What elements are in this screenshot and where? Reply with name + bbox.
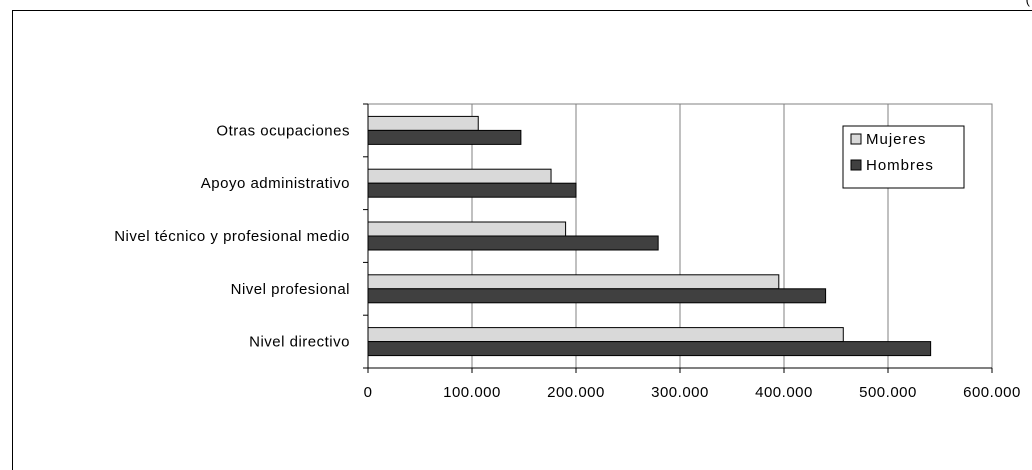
cropped-text-fragment: (	[1026, 0, 1030, 7]
bar-hombres	[367, 341, 932, 357]
x-tick-label: 500.000	[859, 384, 917, 401]
axes	[363, 103, 993, 373]
tick-labels: Otras ocupaciones Apoyo administrativo Niv…	[114, 122, 1021, 401]
category-label: Nivel técnico y profesional medio	[114, 228, 350, 245]
x-tick-label: 100.000	[443, 384, 501, 401]
bar-mujeres	[367, 221, 567, 237]
x-tick-label: 600.000	[963, 384, 1021, 401]
legend-label: Mujeres	[866, 131, 926, 148]
bar-chart: Otras ocupaciones Apoyo administrativo Niv…	[114, 103, 1021, 401]
bar-hombres	[367, 288, 827, 304]
category-label: Nivel profesional	[231, 281, 350, 298]
bars	[367, 115, 932, 357]
category-label: Apoyo administrativo	[201, 175, 350, 192]
x-tick-label: 0	[364, 384, 373, 401]
legend-swatch	[850, 133, 862, 145]
category-label: Otras ocupaciones	[216, 122, 350, 139]
legend: Mujeres Hombres	[842, 125, 965, 189]
category-label: Nivel directivo	[249, 334, 350, 351]
bar-mujeres	[367, 115, 479, 131]
chart-frame	[12, 10, 1032, 470]
bar-mujeres	[367, 168, 552, 184]
bar-mujeres	[367, 327, 844, 343]
legend-box	[842, 125, 965, 189]
x-tick-label: 400.000	[755, 384, 813, 401]
x-tick-label: 300.000	[651, 384, 709, 401]
legend-swatch	[850, 159, 862, 171]
legend-label: Hombres	[866, 157, 934, 174]
bar-hombres	[367, 129, 522, 145]
x-tick-label: 200.000	[547, 384, 605, 401]
bar-hombres	[367, 182, 577, 198]
bar-mujeres	[367, 274, 780, 290]
bar-hombres	[367, 235, 659, 251]
